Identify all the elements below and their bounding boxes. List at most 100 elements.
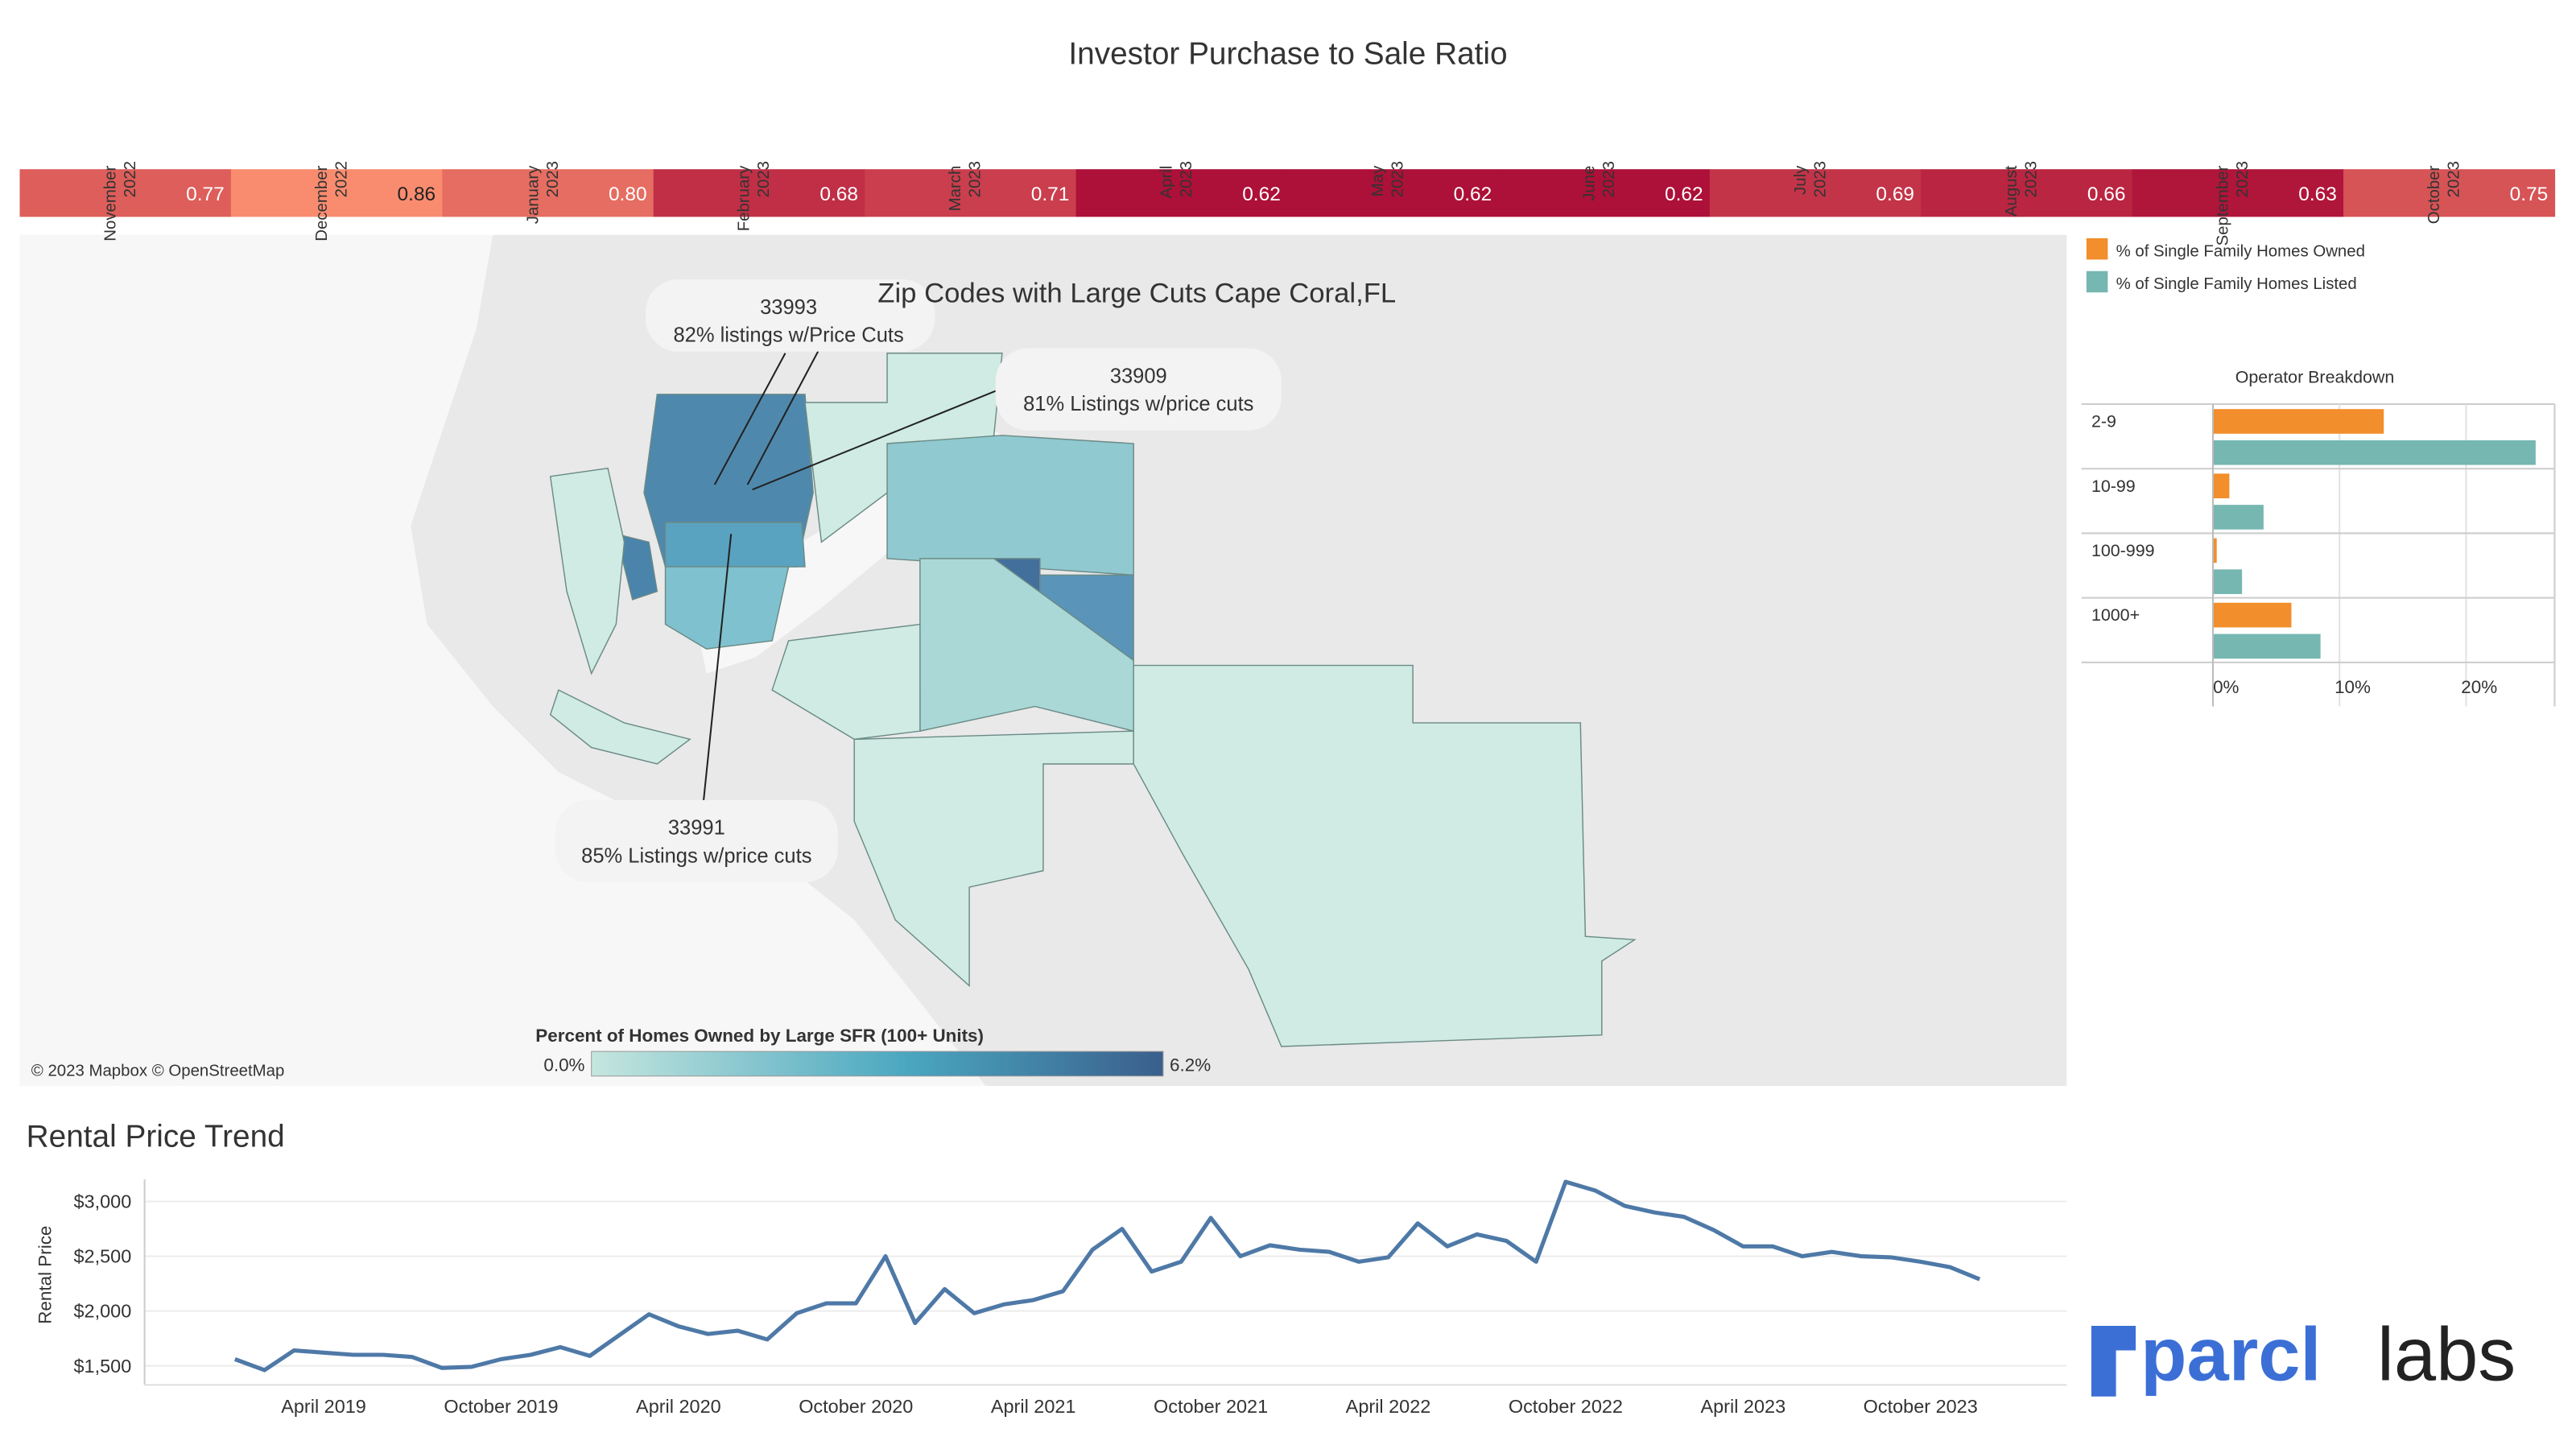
label-line: March xyxy=(947,161,964,211)
label-line: February xyxy=(736,161,753,231)
legend-label: % of Single Family Homes Owned xyxy=(2116,242,2365,260)
label-line: 2023 xyxy=(1389,161,1406,197)
x-tick-label: October 2023 xyxy=(2425,161,2462,224)
heat-cell xyxy=(2132,169,2344,217)
bar xyxy=(2212,569,2243,594)
heat-cell xyxy=(865,169,1077,217)
value-label: 0.63 xyxy=(2298,184,2337,205)
annotation-line xyxy=(746,345,823,485)
x-tick-label: April 2019 xyxy=(281,1396,366,1417)
label-line: June xyxy=(1580,161,1598,201)
heat-cell xyxy=(19,169,232,217)
label-line: May xyxy=(1369,161,1387,196)
label-line: January xyxy=(524,161,542,224)
label-line: 2023 xyxy=(1811,161,1829,197)
heat-cell xyxy=(442,169,654,217)
label-line: 2023 xyxy=(2023,161,2041,197)
x-tick-label: October 2019 xyxy=(444,1396,558,1417)
label-line: April xyxy=(1158,161,1176,198)
y-tick-label: 2-9 xyxy=(2091,412,2116,431)
y-tick-label: $3,000 xyxy=(74,1191,132,1212)
legend-label: % of Single Family Homes Listed xyxy=(2116,275,2357,293)
value-label: 0.62 xyxy=(1242,184,1281,205)
x-tick-label: August 2023 xyxy=(2003,161,2040,217)
value-label: 0.69 xyxy=(1876,184,1914,205)
heat-cell xyxy=(1286,169,1500,217)
x-tick-label: October 2023 xyxy=(1864,1396,1978,1417)
heatmap-title: Investor Purchase to Sale Ratio xyxy=(1068,37,1507,72)
line xyxy=(233,1179,1981,1373)
label-line: September xyxy=(2215,161,2232,246)
annotation-line xyxy=(713,353,786,485)
label-line: October xyxy=(2425,161,2443,224)
value-label: 0.66 xyxy=(2087,184,2126,205)
logo-brand: parcl xyxy=(2140,1311,2321,1396)
value-label: 0.77 xyxy=(186,184,225,205)
annotation-zip: 33991 xyxy=(668,817,725,840)
annotation-box xyxy=(555,799,838,882)
x-tick-label: 20% xyxy=(2461,677,2497,697)
x-tick-label: July 2023 xyxy=(1792,161,1829,197)
zip-area xyxy=(664,566,790,650)
y-tick-label: $1,500 xyxy=(74,1356,132,1377)
bar xyxy=(2212,634,2321,659)
heat-cell xyxy=(2343,169,2556,217)
x-tick-label: 10% xyxy=(2334,677,2371,697)
legend-swatch xyxy=(2086,237,2108,260)
zip-area xyxy=(1133,664,1637,1047)
zip-area xyxy=(549,689,691,765)
zip-area xyxy=(664,522,806,568)
line-title: Rental Price Trend xyxy=(27,1119,285,1154)
annotation-text: 85% Listings w/price cuts xyxy=(581,844,811,867)
x-tick-label: April 2023 xyxy=(1701,1396,1786,1417)
annotation-line xyxy=(752,390,997,491)
y-tick-label: 10-99 xyxy=(2091,477,2136,496)
heat-cell xyxy=(653,169,865,217)
heat-cell xyxy=(1498,169,1711,217)
annotation-box xyxy=(646,279,935,352)
value-label: 0.86 xyxy=(398,184,436,205)
label-line: 2023 xyxy=(2234,161,2252,197)
heat-cell xyxy=(230,169,443,217)
y-tick-label: $2,500 xyxy=(74,1246,132,1267)
annotation-box xyxy=(995,348,1282,431)
bar xyxy=(2212,602,2292,628)
map: Zip Codes with Large Cuts Cape Coral,FL … xyxy=(19,234,2067,1086)
value-label: 0.80 xyxy=(609,184,647,205)
label-line: July xyxy=(1792,161,1810,195)
label-line: 2023 xyxy=(755,161,773,197)
label-line: 2023 xyxy=(967,161,985,197)
x-tick-label: June 2023 xyxy=(1580,161,1617,201)
heat-cell xyxy=(1709,169,1922,217)
x-tick-label: April 2023 xyxy=(1158,161,1195,198)
zip-area xyxy=(549,467,625,675)
bar xyxy=(2212,473,2230,498)
value-label: 0.62 xyxy=(1454,184,1492,205)
x-tick-label: March 2023 xyxy=(947,161,984,211)
y-axis-label: Rental Price xyxy=(35,1226,55,1324)
label-line: 2023 xyxy=(544,161,562,197)
label-line: August xyxy=(2003,161,2021,217)
bar xyxy=(2212,409,2384,434)
annotation-text: 81% Listings w/price cuts xyxy=(1023,393,1253,415)
label-line: 2022 xyxy=(122,161,139,197)
logo-suffix: labs xyxy=(2377,1311,2516,1396)
zip-area xyxy=(886,435,1134,576)
zip-area xyxy=(771,623,921,741)
annotation-zip: 33909 xyxy=(1110,365,1167,388)
x-tick-label: April 2021 xyxy=(991,1396,1076,1417)
map-legend-scale xyxy=(591,1051,1164,1077)
map-attribution: © 2023 Mapbox © OpenStreetMap xyxy=(31,1063,285,1080)
label-line: 2022 xyxy=(332,161,350,197)
x-tick-label: April 2022 xyxy=(1346,1396,1431,1417)
x-tick-label: 0% xyxy=(2213,677,2239,697)
zip-area xyxy=(615,533,658,601)
logo-icon xyxy=(2091,1325,2136,1397)
x-tick-label: November 2022 xyxy=(101,161,138,242)
value-label: 0.75 xyxy=(2510,184,2549,205)
value-label: 0.68 xyxy=(819,184,858,205)
y-tick-label: $2,000 xyxy=(74,1301,132,1322)
annotation-zip: 33993 xyxy=(760,296,817,319)
x-tick-label: September 2023 xyxy=(2215,161,2252,246)
annotation-line xyxy=(702,534,733,806)
